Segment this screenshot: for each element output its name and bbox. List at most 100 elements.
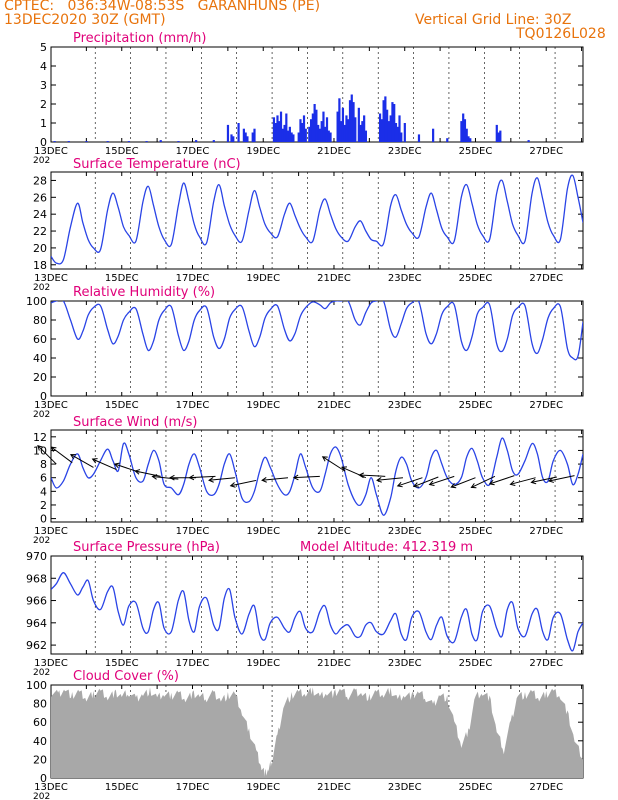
y-tick-label: 40 [33, 352, 47, 365]
x-tick-label: 15DEC [105, 658, 139, 669]
precip-bar [363, 115, 366, 142]
precip-bar [361, 121, 364, 142]
wind-arrow-head [50, 446, 57, 452]
wind-arrow-head [261, 477, 267, 483]
x-tick-label: 27DEC [529, 400, 563, 411]
precip-bar [446, 138, 449, 142]
y-tick-label: 80 [33, 698, 47, 711]
precip-bar [281, 128, 284, 142]
x-tick-label: 13DEC [34, 273, 68, 284]
x-tick-label: 23DEC [388, 658, 422, 669]
x-tick-label: 21DEC [317, 526, 351, 537]
panel-2 [50, 300, 584, 397]
precip-bar [497, 132, 500, 142]
wind-arrow-head [548, 477, 555, 483]
series-line [51, 174, 583, 265]
precip-bar [417, 134, 421, 142]
precip-bar [348, 100, 352, 142]
x-tick-label: 23DEC [388, 782, 422, 793]
precip-bar [274, 123, 277, 142]
x-year-fragment: 202 [33, 156, 50, 166]
x-year-fragment: 202 [33, 410, 50, 420]
y-tick-label: 964 [26, 617, 47, 630]
precip-bar [85, 141, 88, 142]
panel-frame [50, 429, 584, 523]
wind-arrow [397, 477, 423, 487]
precip-bar [341, 107, 345, 142]
x-tick-label: 19DEC [246, 782, 280, 793]
wind-arrow-head [91, 458, 98, 464]
x-tick-label: 17DEC [176, 400, 210, 411]
y-tick-label: 3 [40, 79, 47, 92]
precip-bar [278, 121, 281, 142]
precip-bar [127, 141, 131, 142]
precip-bar [343, 124, 346, 142]
x-year-fragment: 202 [33, 668, 50, 678]
x-tick-label: 21DEC [317, 658, 351, 669]
precip-bar [432, 128, 435, 142]
precip-bar [244, 132, 247, 142]
precip-bar [53, 141, 56, 142]
cloud-area [51, 687, 583, 778]
x-tick-label: 25DEC [459, 782, 493, 793]
x-tick-label: 25DEC [459, 658, 493, 669]
x-tick-label: 23DEC [388, 526, 422, 537]
y-tick-label: 8 [40, 458, 47, 471]
precip-bar [352, 102, 355, 142]
wind-arrow-head [188, 474, 195, 481]
wind-arrow-head [292, 474, 299, 481]
panel-title: Surface Pressure (hPa) [73, 540, 220, 555]
precip-bar [499, 130, 502, 142]
panel-title: Relative Humidity (%) [73, 285, 215, 300]
precip-bar [285, 113, 288, 142]
wind-arrow-head [341, 466, 348, 472]
x-year-fragment: 202 [33, 792, 50, 800]
panel-1 [50, 171, 584, 270]
panel-frame [50, 300, 584, 397]
wind-arrow [293, 475, 320, 479]
precip-bar [297, 132, 300, 142]
precip-bar [286, 130, 290, 142]
precip-bar [336, 111, 339, 142]
precip-bar [301, 123, 304, 142]
precip-bar [393, 104, 396, 142]
precip-bar [177, 141, 180, 142]
x-tick-label: 19DEC [246, 146, 280, 157]
precip-bar [315, 109, 318, 142]
wind-arrow-head [37, 444, 43, 451]
wind-arrow [377, 477, 404, 481]
wind-arrow-head [428, 480, 435, 486]
precip-bar [384, 96, 387, 142]
precip-bar [394, 123, 398, 142]
y-tick-label: 0 [40, 390, 47, 403]
panel-0 [50, 46, 584, 143]
precip-bar [292, 134, 295, 142]
y-tick-label: 970 [26, 550, 47, 563]
x-tick-label: 13DEC [34, 146, 68, 157]
wind-arrow-head [450, 482, 457, 489]
y-tick-label: 2 [40, 98, 47, 111]
y-tick-label: 6 [40, 472, 47, 485]
wind-arrow [359, 474, 386, 477]
panel-annotation: Model Altitude: 412.319 m [300, 540, 473, 555]
precip-bar [364, 130, 368, 142]
panel-title: Surface Temperature (nC) [73, 157, 241, 172]
y-tick-label: 18 [33, 259, 47, 272]
x-tick-label: 19DEC [246, 400, 280, 411]
y-tick-label: 966 [26, 595, 47, 608]
wind-arrow [341, 466, 367, 479]
wind-arrow [262, 477, 289, 481]
precip-bar [195, 140, 198, 142]
precip-bar [232, 136, 235, 142]
precip-bar [382, 100, 385, 142]
x-tick-label: 15DEC [105, 273, 139, 284]
x-tick-label: 27DEC [529, 782, 563, 793]
x-tick-label: 25DEC [459, 526, 493, 537]
precip-bar [462, 113, 465, 142]
x-tick-label: 27DEC [529, 146, 563, 157]
y-tick-label: 10 [33, 444, 47, 457]
precip-bar [387, 121, 391, 142]
y-tick-label: 4 [40, 60, 47, 73]
precip-bar [246, 136, 249, 142]
header-date: 13DEC2020 30Z (GMT) [4, 12, 166, 28]
